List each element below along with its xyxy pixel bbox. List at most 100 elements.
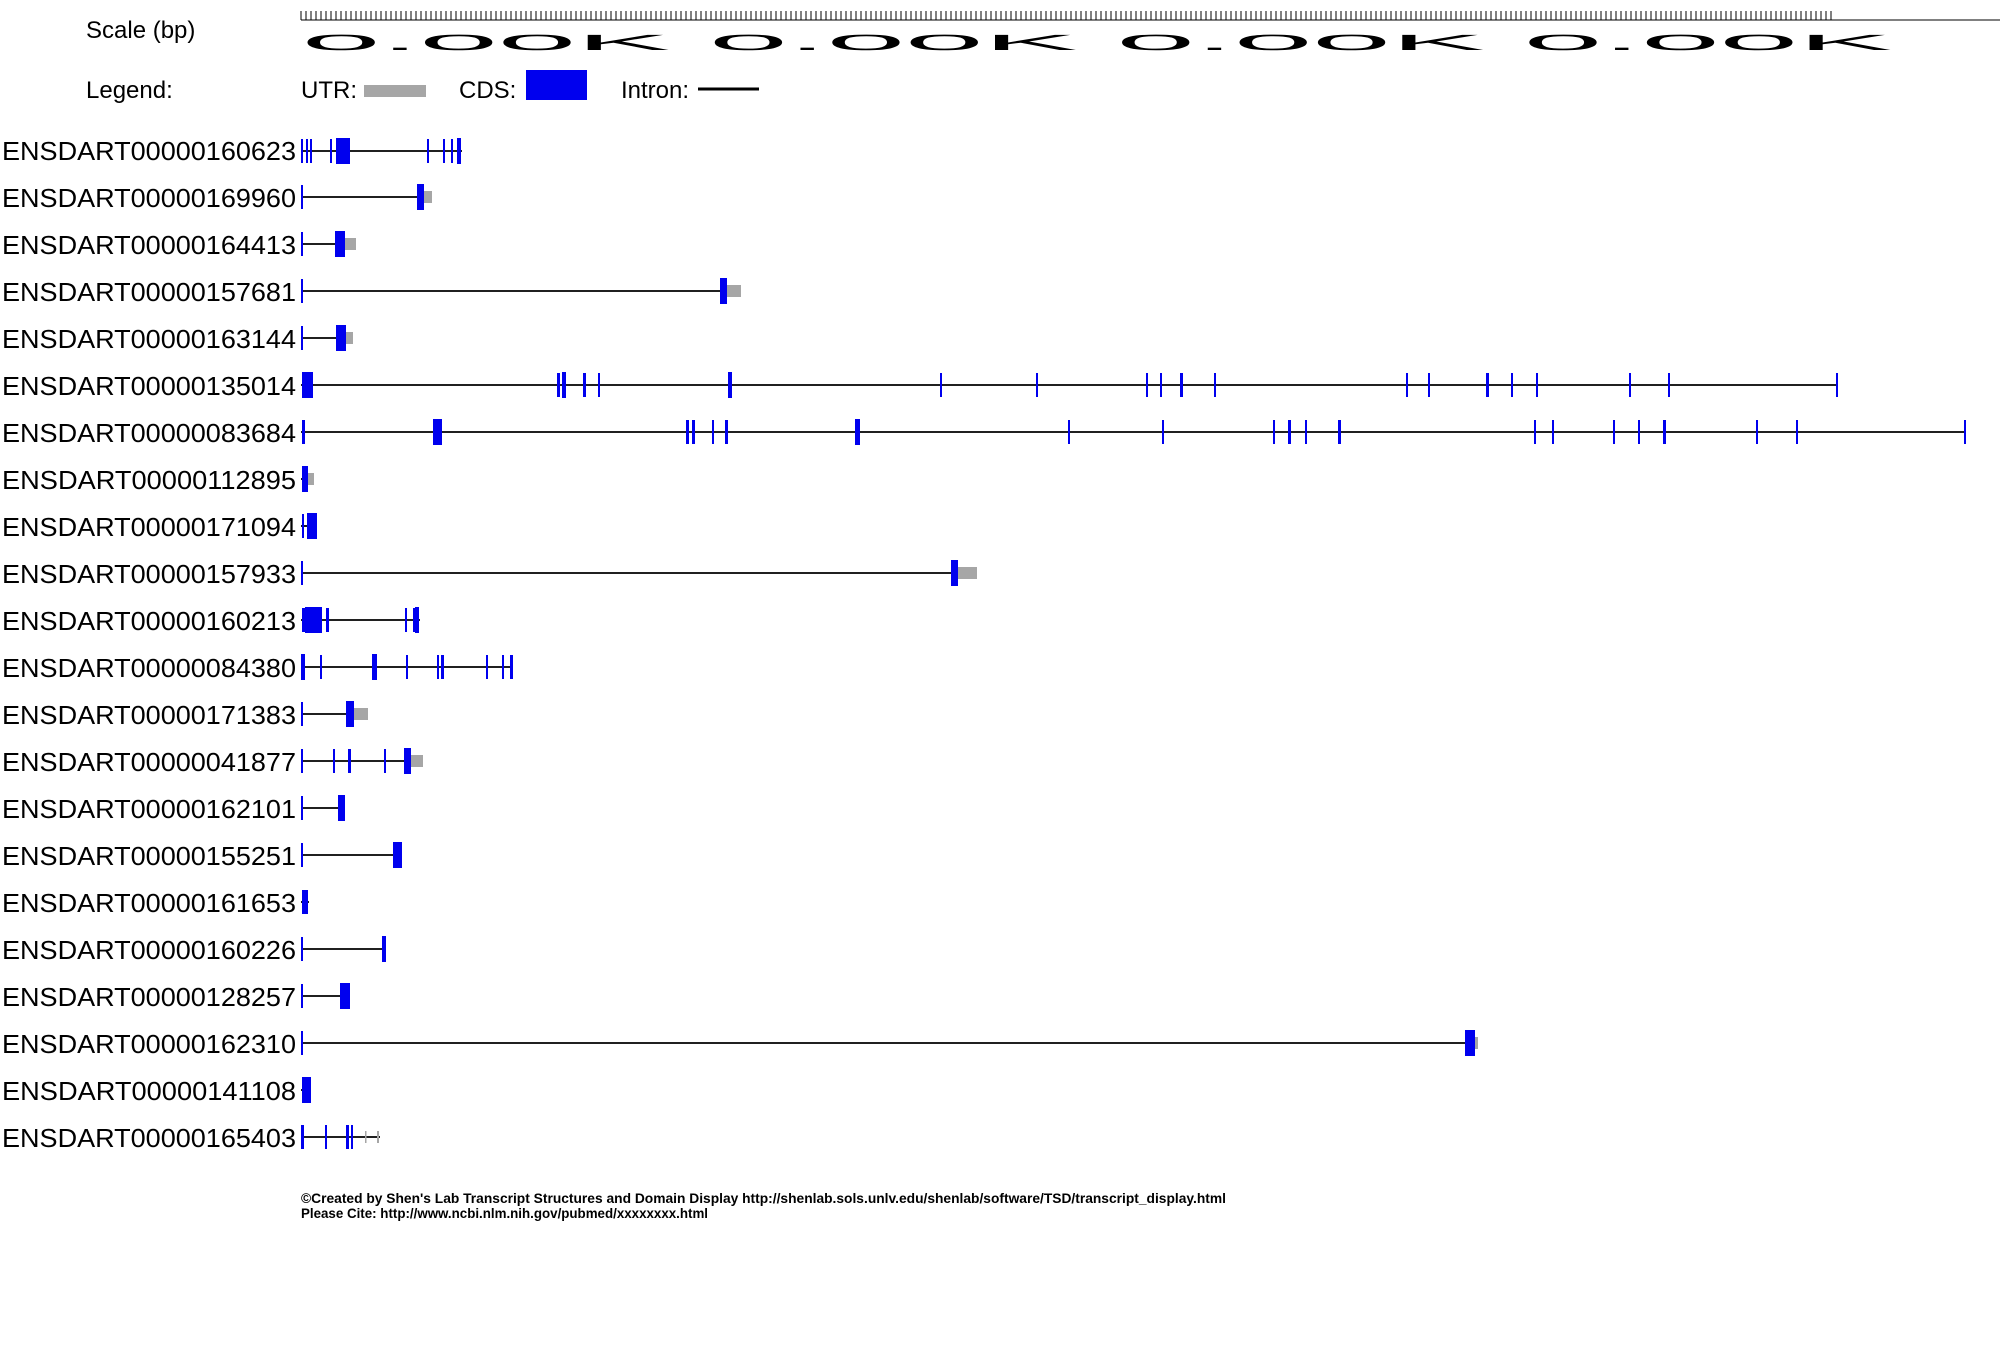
legend-intron-label: Intron: bbox=[621, 77, 689, 104]
cds-exon bbox=[406, 655, 408, 679]
cds-exon bbox=[301, 232, 303, 256]
cds-exon bbox=[302, 890, 305, 914]
transcript-label: ENSDART00000128257 bbox=[2, 982, 296, 1012]
cds-exon bbox=[457, 138, 461, 164]
cds-exon bbox=[404, 748, 411, 774]
cds-exon bbox=[1756, 420, 1758, 444]
transcript-track bbox=[301, 607, 420, 633]
cds-exon bbox=[301, 1125, 304, 1149]
cds-exon bbox=[302, 372, 313, 398]
transcript-label: ENSDART00000084380 bbox=[2, 653, 296, 683]
cds-exon bbox=[301, 1031, 303, 1055]
cds-exon bbox=[1836, 373, 1838, 397]
cds-exon bbox=[307, 513, 317, 539]
transcript-track bbox=[301, 1125, 380, 1149]
cds-exon bbox=[1305, 420, 1307, 444]
cds-exon bbox=[443, 139, 445, 163]
scale-axis bbox=[300, 11, 2000, 21]
cds-exon bbox=[1964, 420, 1966, 444]
cds-exon bbox=[486, 655, 488, 679]
cds-exon bbox=[598, 373, 600, 397]
cds-exon bbox=[1511, 373, 1513, 397]
cds-exon bbox=[1638, 420, 1640, 444]
transcript-track bbox=[301, 419, 1966, 445]
transcript-label: ENSDART00000041877 bbox=[2, 747, 296, 777]
transcript-track bbox=[301, 795, 345, 821]
cds-exon bbox=[1338, 420, 1341, 444]
transcript-label: ENSDART00000157681 bbox=[2, 277, 296, 307]
cds-exon bbox=[302, 466, 308, 492]
cds-exon bbox=[384, 749, 386, 773]
transcript-label: ENSDART00000171383 bbox=[2, 700, 296, 730]
cds-exon bbox=[301, 749, 303, 773]
cds-exon bbox=[405, 608, 407, 632]
cds-exon bbox=[336, 325, 346, 351]
cds-exon bbox=[1162, 420, 1164, 444]
transcript-label: ENSDART00000160226 bbox=[2, 935, 296, 965]
transcript-label: ENSDART00000163144 bbox=[2, 324, 296, 354]
cds-exon bbox=[333, 749, 335, 773]
cds-exon bbox=[451, 139, 453, 163]
cds-exon bbox=[301, 984, 303, 1008]
cds-exon bbox=[686, 420, 689, 444]
transcript-track bbox=[301, 466, 314, 492]
cds-exon bbox=[940, 373, 942, 397]
cds-exon bbox=[1146, 373, 1148, 397]
transcript-track bbox=[301, 184, 432, 210]
transcript-track bbox=[301, 513, 317, 539]
cds-exon bbox=[320, 655, 322, 679]
cds-exon bbox=[393, 842, 402, 868]
transcript-label: ENSDART00000157933 bbox=[2, 559, 296, 589]
cds-exon bbox=[351, 1125, 353, 1149]
transcript-labels: ENSDART00000160623 ENSDART00000169960 EN… bbox=[2, 136, 296, 1153]
cds-exon bbox=[712, 420, 714, 444]
utr-block bbox=[377, 1131, 379, 1143]
cds-exon bbox=[728, 372, 732, 398]
cds-exon bbox=[372, 654, 377, 680]
cds-exon bbox=[1406, 373, 1408, 397]
cds-exon bbox=[557, 373, 560, 397]
transcript-track bbox=[301, 1030, 1478, 1056]
cds-exon bbox=[301, 185, 303, 209]
transcript-label: ENSDART00000155251 bbox=[2, 841, 296, 871]
cds-exon bbox=[301, 937, 303, 961]
transcript-label: ENSDART00000160213 bbox=[2, 606, 296, 636]
cds-exon bbox=[348, 749, 351, 773]
cds-exon bbox=[1663, 420, 1666, 444]
transcript-label: ENSDART00000169960 bbox=[2, 183, 296, 213]
transcript-label: ENSDART00000165403 bbox=[2, 1123, 296, 1153]
cds-exon bbox=[338, 795, 345, 821]
transcript-track bbox=[301, 890, 309, 914]
transcript-track bbox=[301, 936, 386, 962]
cds-exon bbox=[437, 655, 439, 679]
legend-cds-label: CDS: bbox=[459, 77, 516, 104]
utr-block bbox=[958, 567, 977, 579]
cds-exon bbox=[1536, 373, 1538, 397]
scale-tick-labels: 0.00K 0.00K 0.00K 0.00K bbox=[302, 30, 1894, 55]
cds-exon bbox=[510, 655, 513, 679]
transcript-track bbox=[301, 748, 423, 774]
cds-exon bbox=[330, 139, 332, 163]
legend-utr-label: UTR: bbox=[301, 77, 357, 104]
transcript-label: ENSDART00000162310 bbox=[2, 1029, 296, 1059]
credit-line: ©Created by Shen's Lab Transcript Struct… bbox=[301, 1190, 1226, 1206]
cds-exon bbox=[725, 420, 728, 444]
utr-block bbox=[345, 238, 356, 250]
cds-exon bbox=[1629, 373, 1631, 397]
legend-cds-swatch bbox=[526, 70, 587, 100]
transcript-track bbox=[301, 1077, 311, 1103]
transcript-label: ENSDART00000141108 bbox=[2, 1076, 296, 1106]
cds-exon bbox=[326, 608, 329, 632]
transcript-track bbox=[301, 842, 402, 868]
cds-exon bbox=[325, 1125, 327, 1149]
transcript-track bbox=[301, 654, 513, 680]
cds-exon bbox=[301, 326, 303, 350]
cds-exon bbox=[855, 419, 860, 445]
cds-exon bbox=[692, 420, 695, 444]
cds-exon bbox=[340, 983, 350, 1009]
cds-exon bbox=[301, 279, 303, 303]
citation-line: Please Cite: http://www.ncbi.nlm.nih.gov… bbox=[301, 1205, 708, 1221]
cds-exon bbox=[415, 607, 419, 633]
utr-block bbox=[411, 755, 423, 767]
